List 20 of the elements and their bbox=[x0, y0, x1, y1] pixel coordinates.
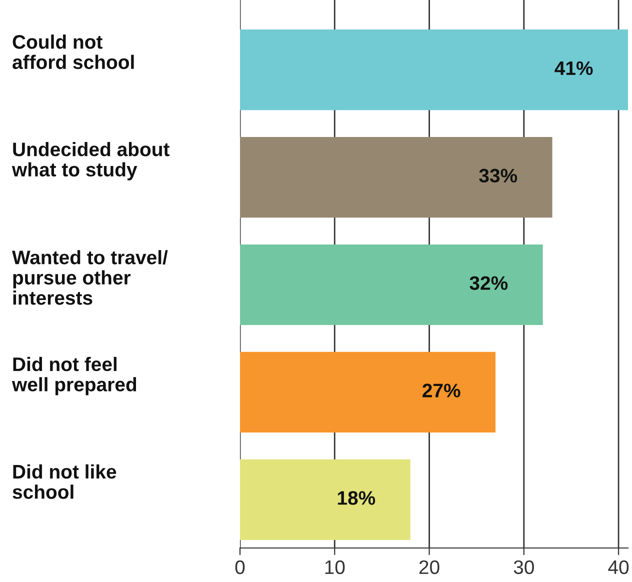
x-tick-label: 10 bbox=[325, 560, 345, 574]
x-tick-label: 20 bbox=[419, 560, 440, 574]
data-label: 41% bbox=[554, 61, 593, 76]
x-tick-label: 30 bbox=[514, 560, 534, 574]
bar bbox=[240, 30, 628, 110]
bar bbox=[240, 137, 552, 218]
data-label: 33% bbox=[479, 168, 518, 183]
bar bbox=[240, 352, 496, 432]
data-label: 27% bbox=[422, 384, 460, 398]
data-label: 32% bbox=[470, 276, 508, 290]
x-tick-label: 0 bbox=[235, 560, 245, 574]
y-tick-label: Did not like school bbox=[12, 464, 116, 499]
bar bbox=[240, 459, 410, 540]
y-tick-label: Could not afford school bbox=[12, 34, 134, 70]
x-tick-label: 40 bbox=[608, 560, 629, 574]
data-label: 18% bbox=[338, 491, 376, 505]
bar bbox=[240, 244, 543, 326]
y-tick-label: Wanted to travel/ pursue other interests bbox=[12, 250, 168, 305]
y-tick-label: Undecided about what to study bbox=[12, 142, 170, 180]
y-tick-label: Did not feel well prepared bbox=[12, 356, 136, 396]
